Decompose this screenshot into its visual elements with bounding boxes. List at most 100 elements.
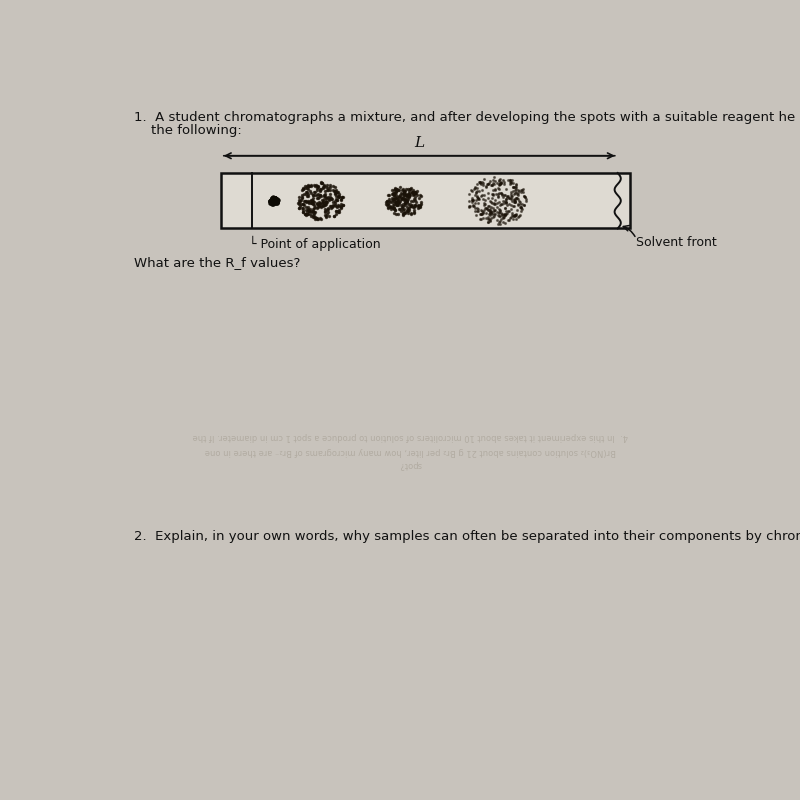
Point	[472, 197, 485, 210]
Point	[476, 212, 489, 225]
Point	[387, 189, 400, 202]
Point	[483, 202, 496, 215]
Point	[394, 195, 406, 208]
Point	[323, 190, 336, 203]
Point	[315, 183, 328, 196]
Point	[330, 204, 343, 217]
Point	[398, 206, 411, 218]
Point	[410, 189, 423, 202]
Point	[397, 198, 410, 210]
Point	[487, 177, 500, 190]
Point	[384, 201, 397, 214]
Point	[311, 201, 324, 214]
Point	[504, 187, 517, 200]
Point	[511, 203, 524, 216]
Point	[331, 198, 344, 211]
Point	[501, 206, 514, 219]
Point	[487, 197, 500, 210]
Point	[297, 182, 310, 195]
Point	[406, 186, 418, 198]
Point	[298, 182, 311, 194]
Point	[405, 207, 418, 220]
Point	[483, 206, 496, 219]
Point	[386, 191, 399, 204]
Point	[319, 190, 332, 202]
Point	[270, 192, 282, 205]
Point	[387, 202, 400, 214]
Point	[266, 198, 279, 210]
Point	[307, 178, 320, 191]
Point	[498, 178, 510, 190]
Point	[404, 206, 417, 219]
Point	[337, 198, 350, 211]
Point	[484, 214, 497, 227]
Point	[481, 202, 494, 215]
Point	[481, 186, 494, 199]
Point	[266, 198, 279, 210]
Point	[496, 189, 509, 202]
Point	[315, 200, 328, 213]
Point	[397, 200, 410, 213]
Point	[502, 192, 515, 205]
Point	[411, 198, 424, 211]
Point	[314, 182, 326, 195]
Point	[401, 201, 414, 214]
Point	[315, 177, 328, 190]
Point	[268, 194, 281, 206]
Point	[318, 179, 330, 192]
Point	[486, 174, 499, 186]
Point	[334, 198, 347, 210]
Point	[496, 207, 509, 220]
Point	[393, 190, 406, 202]
Point	[267, 196, 280, 209]
Point	[332, 206, 345, 218]
Point	[409, 198, 422, 211]
Point	[269, 192, 282, 205]
Point	[409, 186, 422, 198]
Point	[480, 202, 493, 215]
Point	[498, 195, 511, 208]
Point	[482, 203, 494, 216]
Point	[472, 205, 485, 218]
Point	[318, 190, 330, 202]
Point	[486, 187, 499, 200]
Point	[506, 200, 519, 213]
Point	[481, 178, 494, 190]
Point	[405, 195, 418, 208]
Point	[329, 199, 342, 212]
Point	[514, 198, 527, 210]
Point	[506, 180, 519, 193]
Point	[482, 208, 495, 221]
Point	[397, 182, 410, 195]
Point	[268, 191, 281, 204]
Point	[504, 203, 517, 216]
Point	[484, 175, 497, 188]
Point	[396, 192, 409, 205]
Point	[478, 193, 491, 206]
Point	[505, 174, 518, 186]
Point	[466, 194, 479, 206]
Point	[326, 179, 339, 192]
Point	[508, 200, 521, 213]
Point	[495, 198, 508, 210]
Point	[492, 216, 505, 229]
Point	[270, 195, 282, 208]
Point	[486, 196, 498, 209]
Point	[302, 200, 314, 213]
Point	[320, 198, 333, 210]
Point	[482, 203, 495, 216]
Point	[480, 207, 493, 220]
Point	[463, 200, 476, 213]
Point	[463, 187, 476, 200]
Point	[329, 195, 342, 208]
Point	[474, 213, 486, 226]
Point	[270, 196, 283, 209]
Point	[302, 195, 314, 208]
Text: 2.  Explain, in your own words, why samples can often be separated into their co: 2. Explain, in your own words, why sampl…	[134, 530, 800, 543]
Point	[266, 195, 279, 208]
Point	[264, 194, 277, 207]
Point	[498, 189, 511, 202]
Point	[298, 194, 310, 207]
Point	[506, 176, 519, 189]
Point	[493, 206, 506, 218]
